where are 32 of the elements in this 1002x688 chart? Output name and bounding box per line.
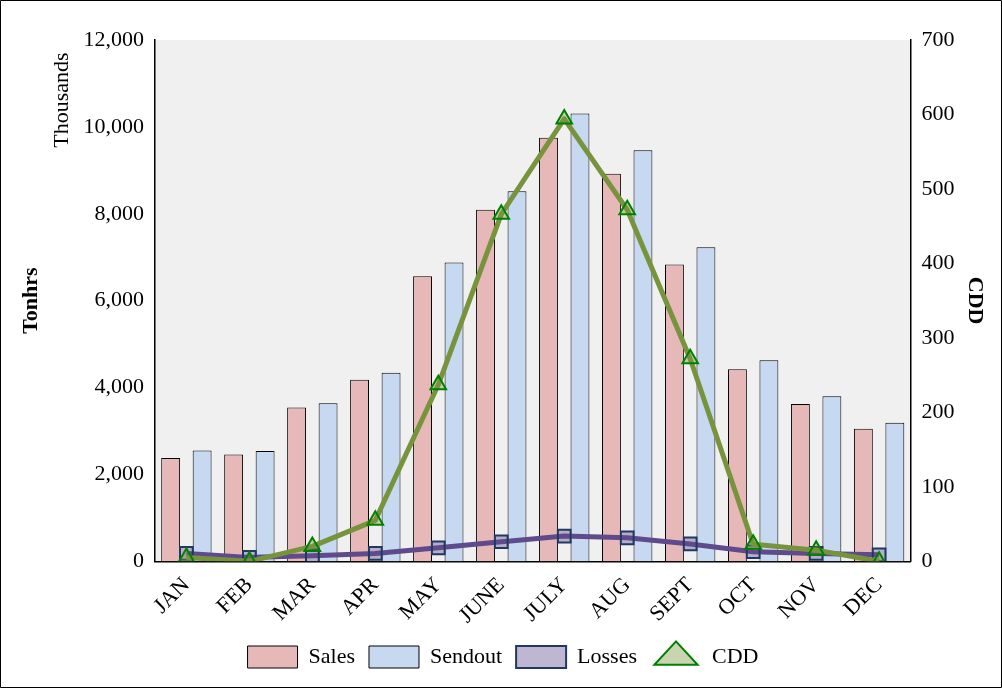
point	[303, 536, 322, 552]
y2-tick-label: 100	[921, 472, 955, 498]
legend-label: Sales	[308, 642, 356, 668]
y-tick-label: 12,000	[83, 25, 144, 51]
x-tick-label: FEB	[210, 571, 257, 618]
point	[429, 374, 448, 391]
text: Thousands	[47, 52, 73, 148]
legend-label: Sendout	[429, 642, 503, 668]
point	[618, 199, 637, 216]
point	[492, 204, 511, 220]
y-tick-label: 6,000	[94, 286, 144, 312]
point	[681, 348, 699, 365]
y2-tick-label: 600	[921, 100, 955, 126]
y2-axis-title: CDD	[964, 276, 990, 325]
y2-tick-label: 200	[921, 398, 955, 424]
y-tick-label: 0	[132, 547, 144, 573]
point	[555, 108, 574, 125]
y-tick-label: 10,000	[83, 112, 144, 138]
y2-tick-label: 0	[921, 547, 933, 573]
y2-tick-label: 300	[921, 323, 955, 349]
y-axis-title: Tonhrs	[16, 266, 42, 334]
point	[366, 510, 385, 526]
y-tick-label: 2,000	[94, 460, 144, 486]
y2-tick-label: 500	[921, 174, 955, 200]
legend-label: Losses	[577, 642, 637, 668]
legend-label: CDD	[711, 642, 759, 668]
y-tick-label: 8,000	[94, 199, 144, 225]
y2-tick-label: 400	[921, 249, 955, 275]
y-tick-label: 4,000	[94, 373, 144, 399]
point	[744, 534, 762, 550]
y2-tick-label: 700	[921, 25, 955, 51]
point	[807, 540, 825, 556]
